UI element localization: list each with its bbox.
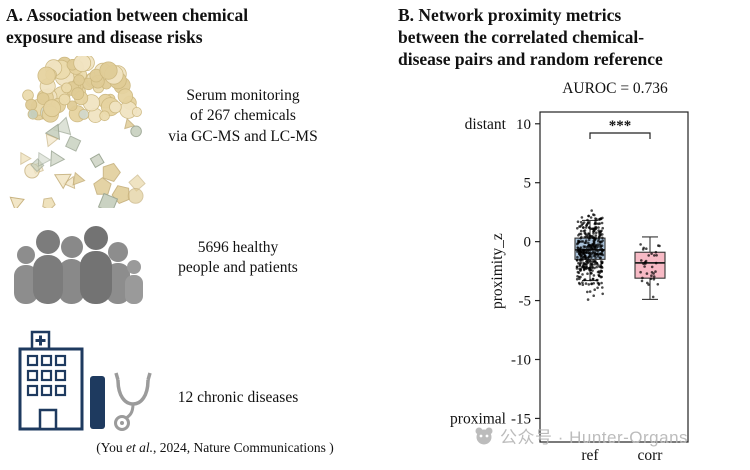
significance-bracket	[589, 132, 651, 139]
citation-et-al: et al.	[126, 440, 154, 455]
watermark-text: 公众号 · Hunter-Organs	[500, 428, 689, 447]
diseases-text: 12 chronic diseases	[177, 389, 299, 406]
y-tick-label: -10	[511, 353, 531, 369]
corr-box	[634, 251, 666, 279]
y-axis-label: proximity_z	[489, 233, 506, 309]
serum-monitoring-text: Serum monitoring of 267 chemicals via GC…	[168, 87, 318, 145]
cohort-text: 5696 healthy people and patients	[178, 239, 298, 277]
x-tick-label-ref: ref	[581, 447, 599, 464]
watermark: 公众号 · Hunter-Organs	[474, 423, 688, 448]
people-group-icon	[14, 226, 143, 304]
corr-boxplot	[634, 236, 666, 300]
panel-b-title: B. Network proximity metrics between the…	[398, 5, 663, 70]
panel-a-title: A. Association between chemical exposure…	[6, 5, 249, 48]
y-tick-label: 0	[524, 235, 532, 251]
y-tick-label: -15	[511, 411, 531, 427]
axis-annotation-distant: distant	[465, 116, 507, 133]
y-tick-label: 5	[524, 176, 532, 192]
x-tick-label-corr: corr	[638, 447, 664, 464]
auroc-label: AUROC = 0.736	[562, 80, 668, 97]
y-tick-label: -5	[519, 294, 532, 310]
citation: (You et al., 2024, Nature Communications…	[55, 440, 375, 456]
chemical-scatter-icon	[9, 56, 146, 208]
stethoscope-icon	[114, 372, 152, 431]
ref-boxplot	[574, 209, 606, 301]
significance-stars: ***	[609, 118, 632, 134]
hospital-icon	[18, 330, 152, 431]
citation-suffix: , 2024, Nature Communications )	[153, 440, 334, 455]
plot-border	[539, 111, 689, 443]
y-tick-label: 10	[516, 117, 531, 133]
axis-annotation-proximal: proximal	[450, 410, 506, 427]
citation-prefix: (You	[96, 440, 127, 455]
watermark-logo-icon	[475, 427, 493, 444]
boxplot-chart: 10 5 0 -5 -10 -15 distant proximal proximity_zre…	[450, 111, 689, 464]
